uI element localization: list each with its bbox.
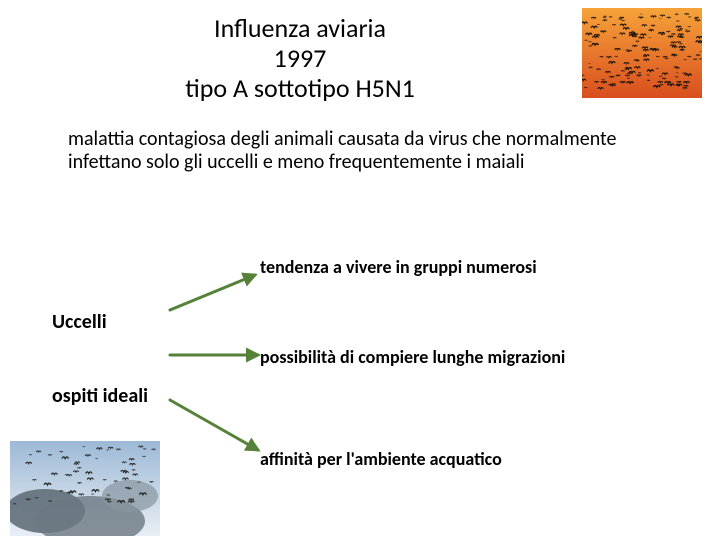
description-text: malattia contagiosa degli animali causat… [68,128,648,174]
title-line-3: tipo A sottotipo H5N1 [100,74,500,104]
point-2: possibilità di compiere lunghe migrazion… [260,346,565,368]
title-line-2: 1997 [100,44,500,74]
birds-sunset-image [582,8,702,98]
slide-title: Influenza aviaria 1997 tipo A sottotipo … [100,14,500,104]
left-label-uccelli: Uccelli [52,310,107,334]
left-label-ospiti: ospiti ideali [52,384,148,408]
title-line-1: Influenza aviaria [100,14,500,44]
point-3: affinità per l'ambiente acquatico [260,448,502,470]
point-1: tendenza a vivere in gruppi numerosi [260,256,537,278]
birds-clouds-image [10,441,160,536]
